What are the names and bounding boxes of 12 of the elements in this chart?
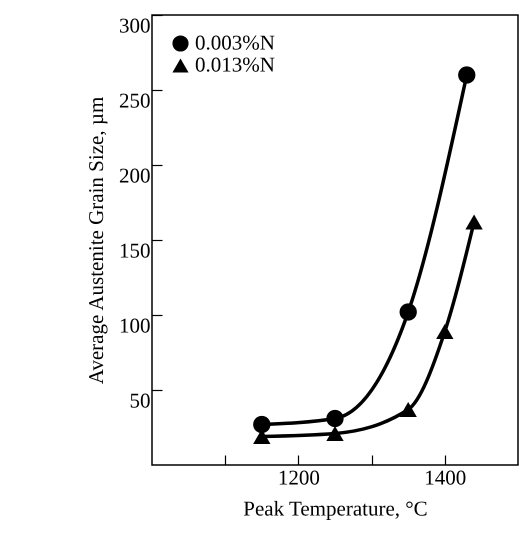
legend-label: 0.003%N	[195, 30, 275, 54]
y-tick-label: 250	[119, 88, 150, 112]
y-tick-label: 150	[119, 238, 150, 262]
x-tick-label: 1400	[424, 466, 466, 490]
y-axis-title: Average Austenite Grain Size, µm	[84, 96, 108, 384]
legend-label: 0.013%N	[195, 52, 275, 76]
y-tick-label: 300	[119, 14, 150, 38]
x-axis-title: Peak Temperature, °C	[243, 496, 428, 520]
x-tick-label: 1200	[278, 466, 320, 490]
y-tick-label: 50	[130, 388, 150, 412]
y-tick-label: 200	[119, 164, 150, 188]
y-tick-label: 100	[119, 314, 150, 338]
